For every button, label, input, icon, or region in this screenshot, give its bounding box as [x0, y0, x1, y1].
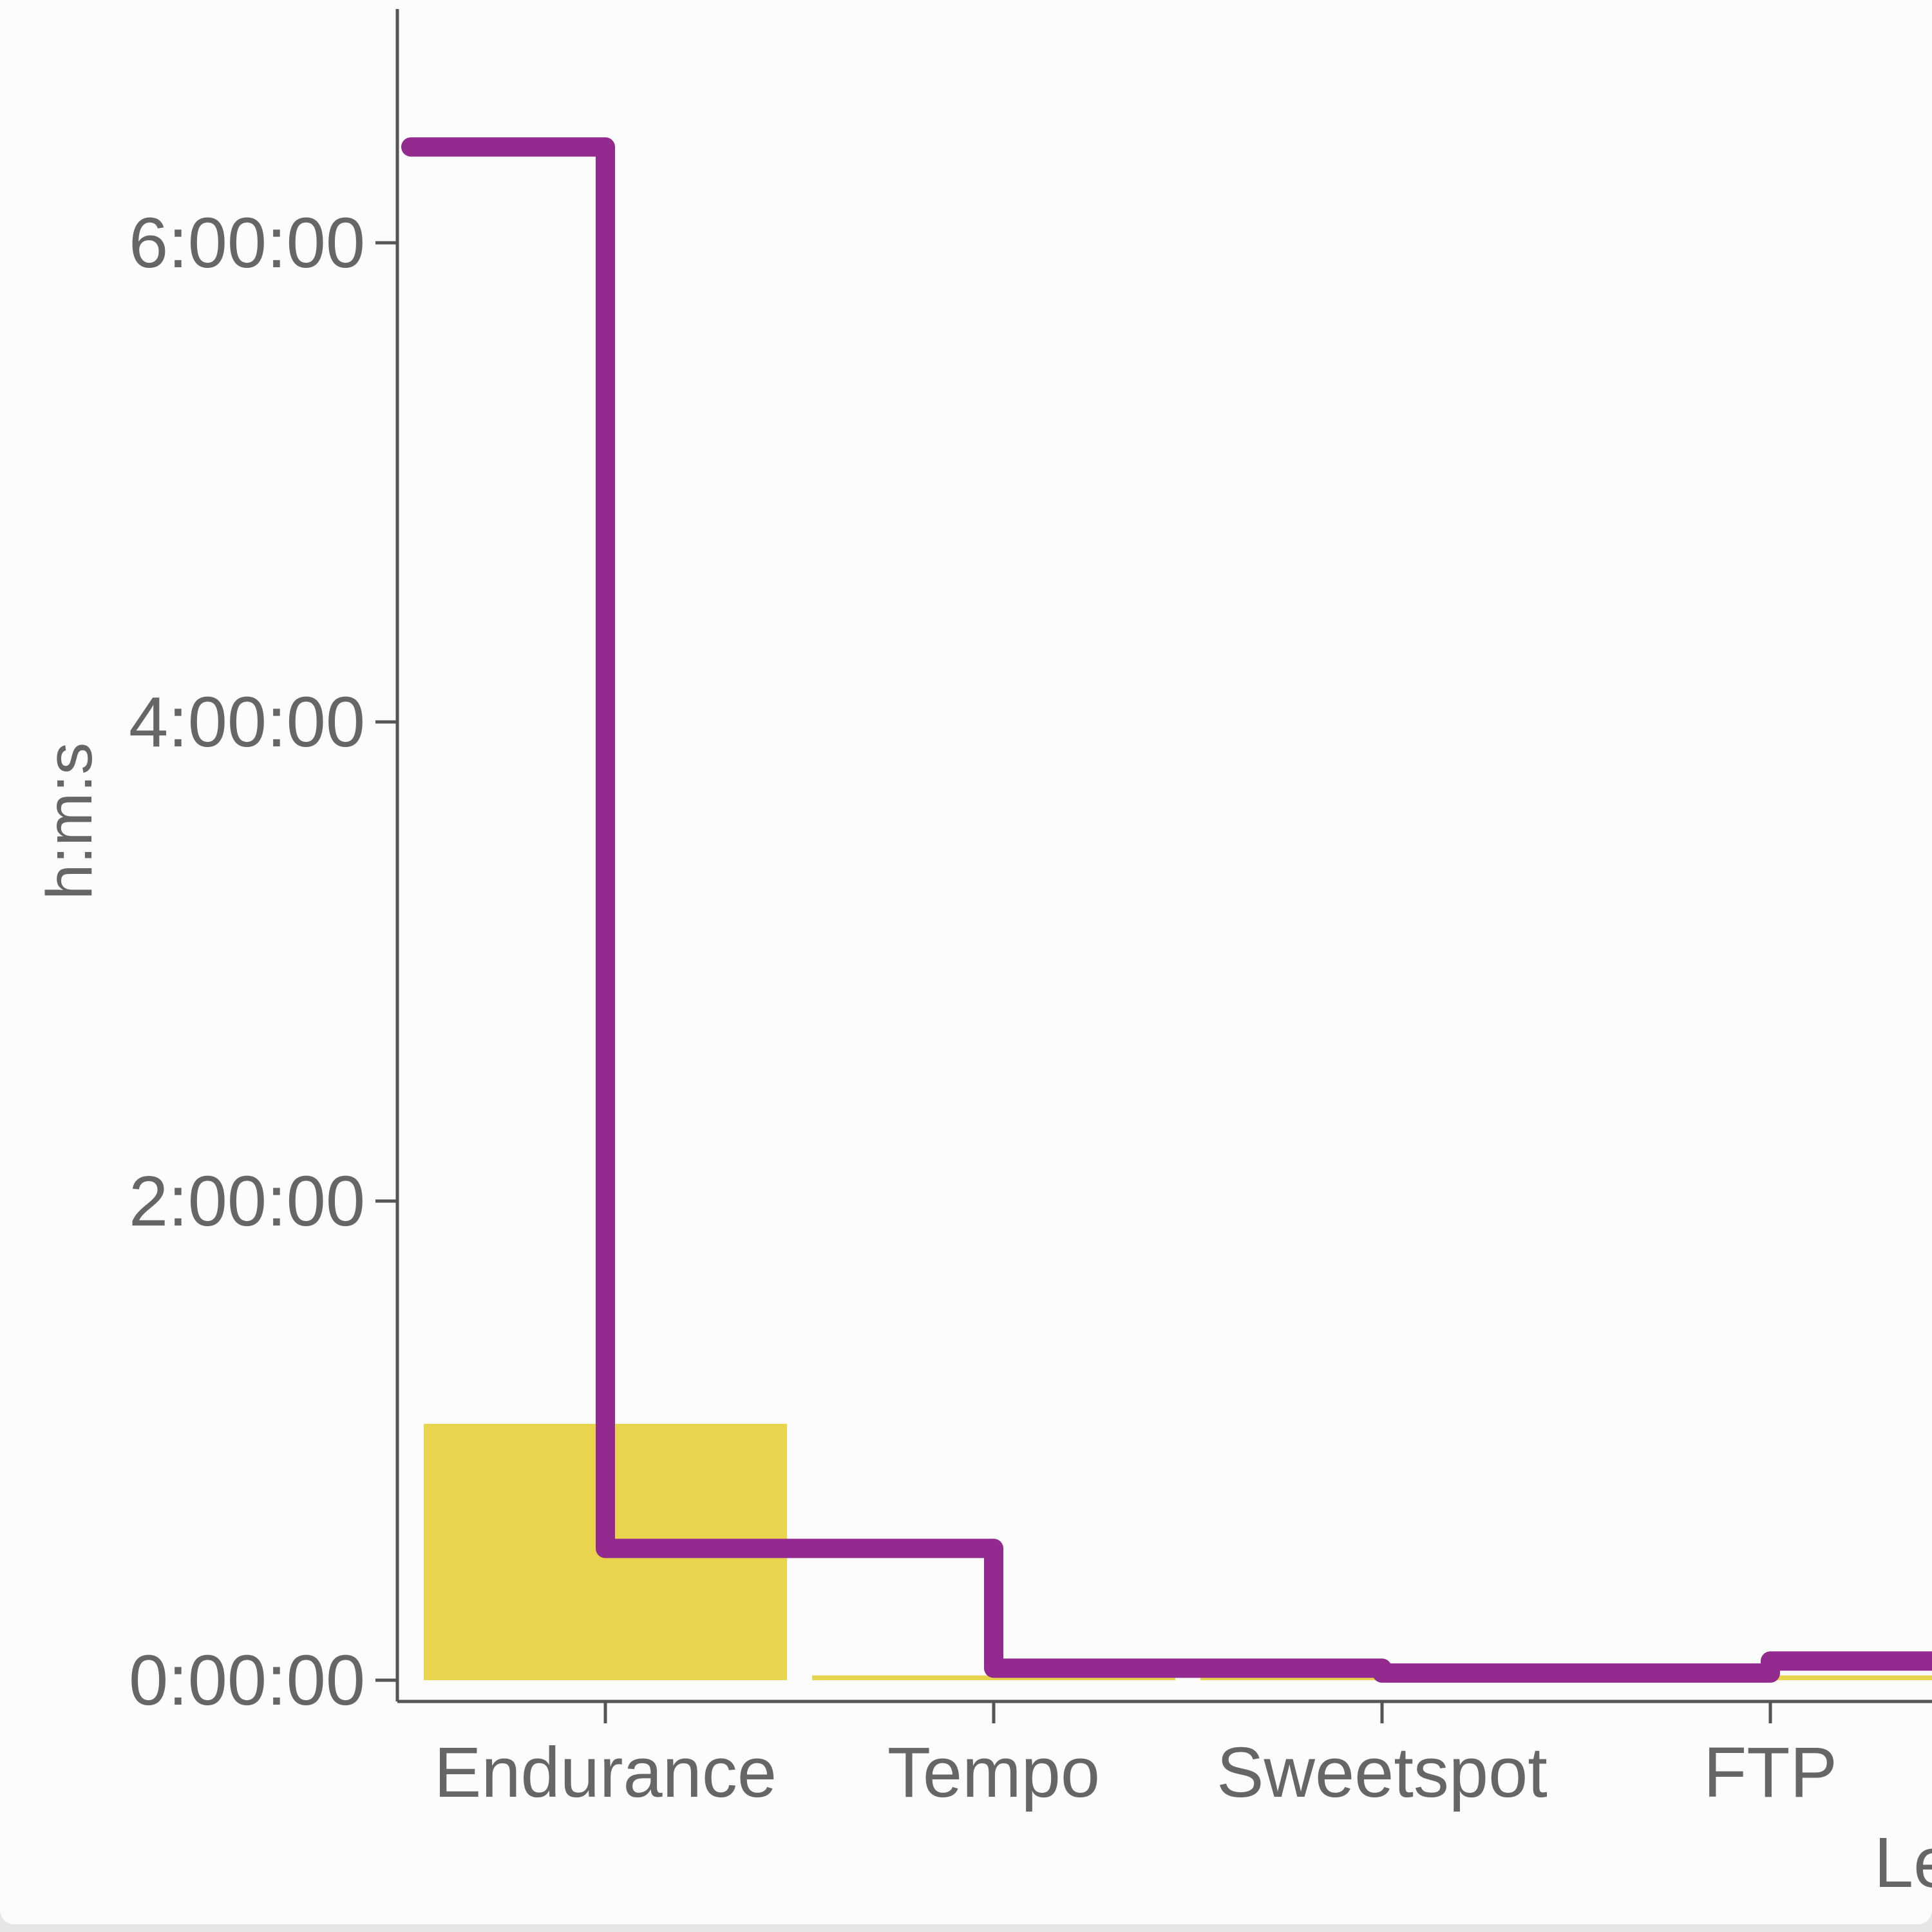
y-tick-label: 6:00:00: [129, 204, 365, 283]
x-tick-label: Tempo: [887, 1733, 1100, 1812]
labels-layer: 0:00:00 2:00:00 4:00:00 6:00:00 Endurance Tem…: [33, 204, 1932, 1902]
x-tick-label: FTP: [1703, 1733, 1837, 1812]
y-axis-title: h:m:s: [33, 743, 106, 900]
line-layer: [401, 137, 1932, 1683]
step-line-series: [401, 137, 1932, 1683]
x-axis-title: Le: [1874, 1823, 1932, 1902]
x-tick-label: Sweetspot: [1217, 1733, 1548, 1812]
y-tick-label: 2:00:00: [129, 1162, 365, 1241]
y-tick-label: 0:00:00: [129, 1641, 365, 1720]
axes-layer: [375, 9, 1932, 1723]
x-tick-label: Endurance: [434, 1733, 777, 1812]
y-tick-label: 4:00:00: [129, 683, 365, 762]
